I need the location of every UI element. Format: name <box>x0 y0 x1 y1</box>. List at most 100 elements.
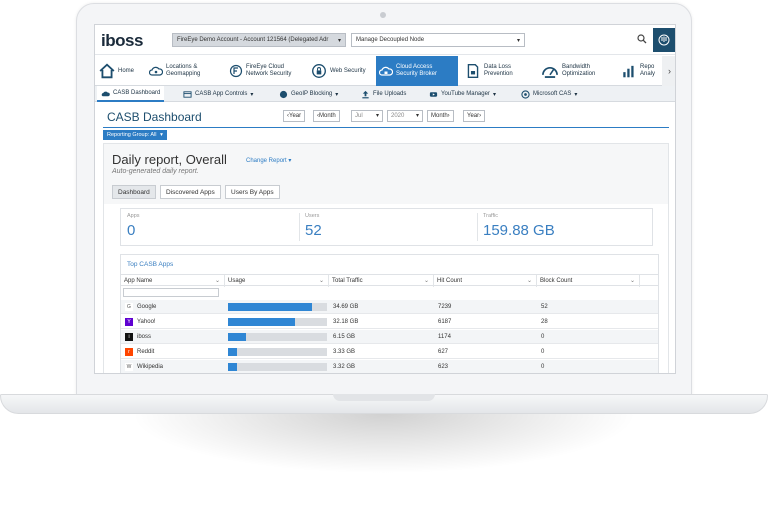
change-report-link[interactable]: Change Report ▾ <box>246 157 291 164</box>
top-bar: iboss FireEye Demo Account - Account 121… <box>95 25 675 55</box>
app-name-cell: Yahoo! <box>137 319 156 325</box>
gauge-icon <box>542 67 558 78</box>
hit-count-cell: 6187 <box>438 319 452 325</box>
sort-icon: ⌄ <box>629 278 635 284</box>
subnav-casb-app-controls[interactable]: CASB App Controls ▾ <box>179 86 257 102</box>
nav-item-casb[interactable]: Cloud Access Security Broker <box>376 56 458 86</box>
nav-item-reports[interactable]: Repo Analy <box>621 56 661 86</box>
filter-row <box>121 286 658 300</box>
upload-icon <box>362 90 369 98</box>
nav-label: Cloud Access Security Broker <box>396 64 438 77</box>
next-year-button[interactable]: Year› <box>463 110 486 122</box>
subnav-casb-dashboard[interactable]: CASB Dashboard <box>97 86 165 102</box>
hit-count-cell: 627 <box>438 349 449 355</box>
page-title: CASB Dashboard <box>107 110 202 124</box>
nav-label: Web Security <box>330 67 366 74</box>
account-select[interactable]: FireEye Demo Account - Account 121564 (D… <box>172 33 346 47</box>
screen: iboss FireEye Demo Account - Account 121… <box>94 24 676 374</box>
home-icon <box>99 63 115 79</box>
subnav-geoip-blocking[interactable]: GeoIP Blocking ▾ <box>275 86 342 102</box>
subnav-youtube-manager[interactable]: YouTube Manager ▾ <box>425 86 500 102</box>
controls-icon <box>183 90 192 98</box>
change-report-label: Change Report <box>246 158 287 164</box>
column-header-total-traffic[interactable]: Total Traffic ⌄ <box>329 275 434 287</box>
column-header-app-name[interactable]: App Name ⌄ <box>121 275 225 287</box>
divider <box>477 213 478 241</box>
report-panel: Daily report, Overall Change Report ▾ Au… <box>103 143 669 373</box>
column-header-hit-count[interactable]: Hit Count ⌄ <box>434 275 537 287</box>
subnav-microsoft-cas[interactable]: Microsoft CAS ▾ <box>517 86 581 102</box>
subnav-label: CASB Dashboard <box>113 90 161 96</box>
globe-lock-icon <box>312 64 326 78</box>
fireeye-icon <box>229 64 243 78</box>
column-header-usage[interactable]: Usage ⌄ <box>225 275 329 287</box>
column-label: Block Count <box>540 278 573 284</box>
node-select[interactable]: Manage Decoupled Node ▾ <box>351 33 525 47</box>
app-name-cell: iboss <box>137 334 152 340</box>
nav-item-locations[interactable]: Locations & Geomapping <box>149 56 221 86</box>
subnav-file-uploads[interactable]: File Uploads <box>357 86 410 102</box>
tab-dashboard[interactable]: Dashboard <box>112 185 156 199</box>
table-row[interactable]: i iboss 6.15 GB 1174 0 <box>121 330 658 344</box>
chevron-down-icon: ▾ <box>516 38 520 44</box>
column-label: Hit Count <box>437 278 463 284</box>
usage-bar <box>228 303 327 311</box>
block-count-cell: 0 <box>541 364 545 370</box>
iboss-icon: i <box>125 333 133 341</box>
nav-item-fireeye[interactable]: FireEye Cloud Network Security <box>229 56 305 86</box>
search-icon[interactable] <box>637 34 647 44</box>
table-row[interactable]: Y Yahoo! 32.18 GB 6187 28 <box>121 315 658 329</box>
nav-item-web-security[interactable]: Web Security <box>311 56 373 86</box>
subnav-label: YouTube Manager <box>441 91 490 97</box>
next-month-button[interactable]: Month› <box>427 110 454 122</box>
user-menu-button[interactable] <box>653 28 675 52</box>
table-row[interactable]: G Google 34.69 GB 7239 52 <box>121 300 658 314</box>
iboss-logo[interactable]: iboss <box>101 31 143 50</box>
reporting-group-button[interactable]: Reporting Group: All ▾ <box>103 130 167 140</box>
stat-traffic: Traffic 159.88 GB <box>477 209 653 245</box>
total-traffic-cell: 6.15 GB <box>333 334 356 340</box>
nav-scroll-right-button[interactable]: › <box>662 56 675 86</box>
column-header-block-count[interactable]: Block Count ⌄ <box>537 275 640 287</box>
sort-icon: ⌄ <box>214 278 220 284</box>
total-traffic-cell: 3.32 GB <box>333 364 356 370</box>
year-select[interactable]: 2020 ▾ <box>387 110 423 122</box>
youtube-icon <box>429 91 438 97</box>
chevron-down-icon: ▾ <box>574 91 578 98</box>
divider <box>299 213 300 241</box>
globe-icon <box>279 90 288 98</box>
chevron-down-icon: ▾ <box>375 113 379 119</box>
usage-bar <box>228 348 327 356</box>
chevron-down-icon: ▾ <box>415 113 419 119</box>
nav-item-home[interactable]: Home <box>99 56 145 86</box>
app-name-cell: Wikipedia <box>137 364 164 370</box>
nav-item-dlp[interactable]: Data Loss Prevention <box>465 56 537 86</box>
subnav-label: CASB App Controls <box>195 91 248 97</box>
nav-item-bandwidth[interactable]: Bandwidth Optimization <box>541 56 613 86</box>
cloud-lock-icon <box>379 66 393 76</box>
stat-value: 52 <box>305 222 322 239</box>
column-label: Total Traffic <box>332 278 363 284</box>
sort-icon: ⌄ <box>526 278 532 284</box>
nav-label: Repo Analy <box>640 64 656 77</box>
chevron-down-icon: ▾ <box>337 38 341 44</box>
block-count-cell: 0 <box>541 349 545 355</box>
laptop-notch <box>333 394 435 401</box>
prev-year-button[interactable]: ‹Year <box>283 110 306 122</box>
table-row[interactable]: r Reddit 3.33 GB 627 0 <box>121 345 658 359</box>
nav-label: Home <box>118 67 135 74</box>
tab-users-by-apps[interactable]: Users By Apps <box>225 185 280 199</box>
hit-count-cell: 623 <box>438 364 449 370</box>
usage-bar <box>228 333 327 341</box>
app-name-cell: Reddit <box>137 349 155 355</box>
app-name-filter-input[interactable] <box>123 288 219 297</box>
prev-month-button[interactable]: ‹Month <box>313 110 340 122</box>
usage-bar-fill <box>228 303 313 311</box>
tab-discovered-apps[interactable]: Discovered Apps <box>160 185 221 199</box>
month-select[interactable]: Jul ▾ <box>351 110 383 122</box>
table-row[interactable]: W Wikipedia 3.32 GB 623 0 <box>121 360 658 373</box>
total-traffic-cell: 34.69 GB <box>333 304 359 310</box>
cloud-location-icon <box>149 66 163 76</box>
sort-icon: ⌄ <box>318 278 324 284</box>
laptop-shadow <box>130 414 638 474</box>
